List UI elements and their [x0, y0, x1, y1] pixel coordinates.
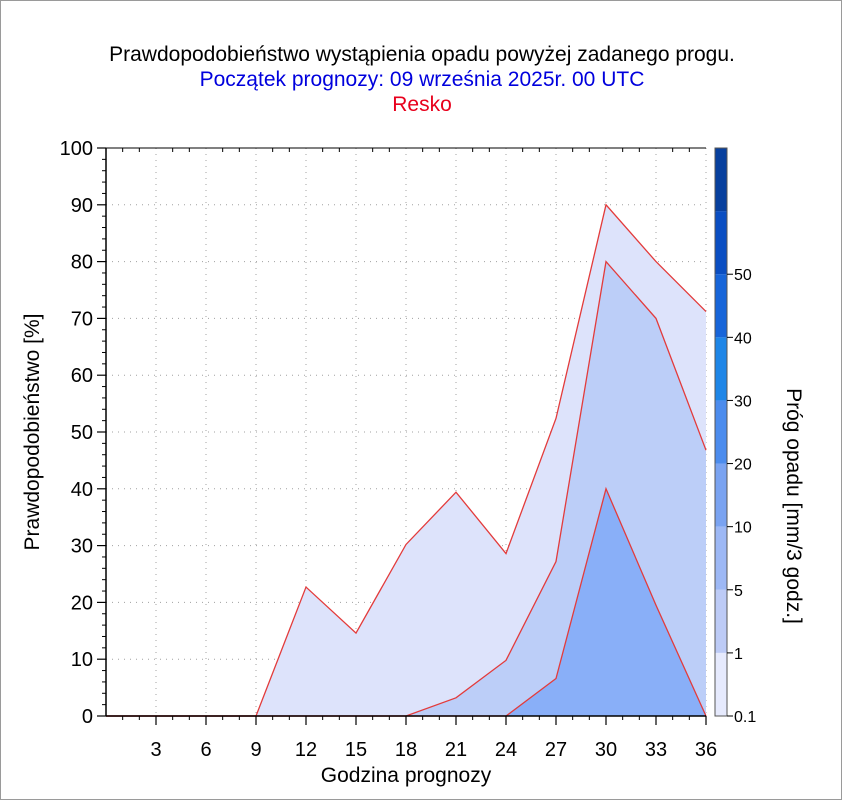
area-threshold-5 [106, 488, 706, 716]
y-tick-label: 0 [82, 706, 93, 728]
x-tick-label: 21 [445, 739, 467, 761]
station-name: Resko [392, 93, 452, 116]
x-tick-label: 18 [395, 739, 417, 761]
x-tick-label: 3 [150, 739, 161, 761]
y-tick-label: 10 [71, 649, 93, 671]
y-tick-label: 30 [71, 536, 93, 558]
x-tick-label: 6 [200, 739, 211, 761]
x-tick-label: 24 [495, 739, 517, 761]
colorbar-segment [715, 463, 727, 527]
y-tick-label: 90 [71, 195, 93, 217]
colorbar-tick-label: 30 [734, 393, 752, 410]
colorbar-tick-label: 0.1 [734, 709, 756, 726]
colorbar-tick-label: 40 [734, 330, 752, 347]
colorbar-tick-label: 20 [734, 457, 752, 474]
y-tick-label: 80 [71, 252, 93, 274]
x-axis-label: Godzina prognozy [321, 764, 492, 787]
x-tick-label: 12 [295, 739, 317, 761]
y-tick-label: 70 [71, 308, 93, 330]
x-tick-label: 27 [545, 739, 567, 761]
colorbar-segment [715, 652, 727, 716]
x-tick-label: 33 [645, 739, 667, 761]
colorbar-label: Próg opadu [mm/3 godz.] [782, 388, 805, 624]
y-axis-label: Prawdopodobieństwo [%] [21, 314, 44, 551]
x-tick-label: 15 [345, 739, 367, 761]
colorbar-outline [714, 147, 728, 717]
colorbar-tick-label: 1 [734, 646, 743, 663]
y-tick-label: 40 [71, 479, 93, 501]
y-tick-label: 50 [71, 422, 93, 444]
chart-title: Prawdopodobieństwo wystąpienia opadu pow… [109, 43, 735, 66]
colorbar-segment [715, 337, 727, 401]
colorbar-tick-label: 10 [734, 520, 752, 537]
colorbar-tick-label: 50 [734, 267, 752, 284]
area-threshold-1 [106, 261, 706, 716]
colorbar: 0.1 1 5 10 20 30 40 50 [714, 147, 756, 726]
colorbar-segment [715, 526, 727, 590]
y-tick-label: 100 [60, 138, 93, 160]
x-tick-label: 9 [250, 739, 261, 761]
y-tick-label: 20 [71, 592, 93, 614]
colorbar-segment [715, 589, 727, 653]
colorbar-segment [715, 400, 727, 464]
x-tick-label: 36 [695, 739, 717, 761]
colorbar-segment [715, 211, 727, 275]
y-tick-label: 60 [71, 365, 93, 387]
colorbar-tick-label: 5 [734, 583, 743, 600]
colorbar-segment [715, 274, 727, 338]
x-tick-label: 30 [595, 739, 617, 761]
forecast-start-subtitle: Początek prognozy: 09 września 2025r. 00… [199, 68, 645, 91]
colorbar-segment [715, 148, 727, 212]
